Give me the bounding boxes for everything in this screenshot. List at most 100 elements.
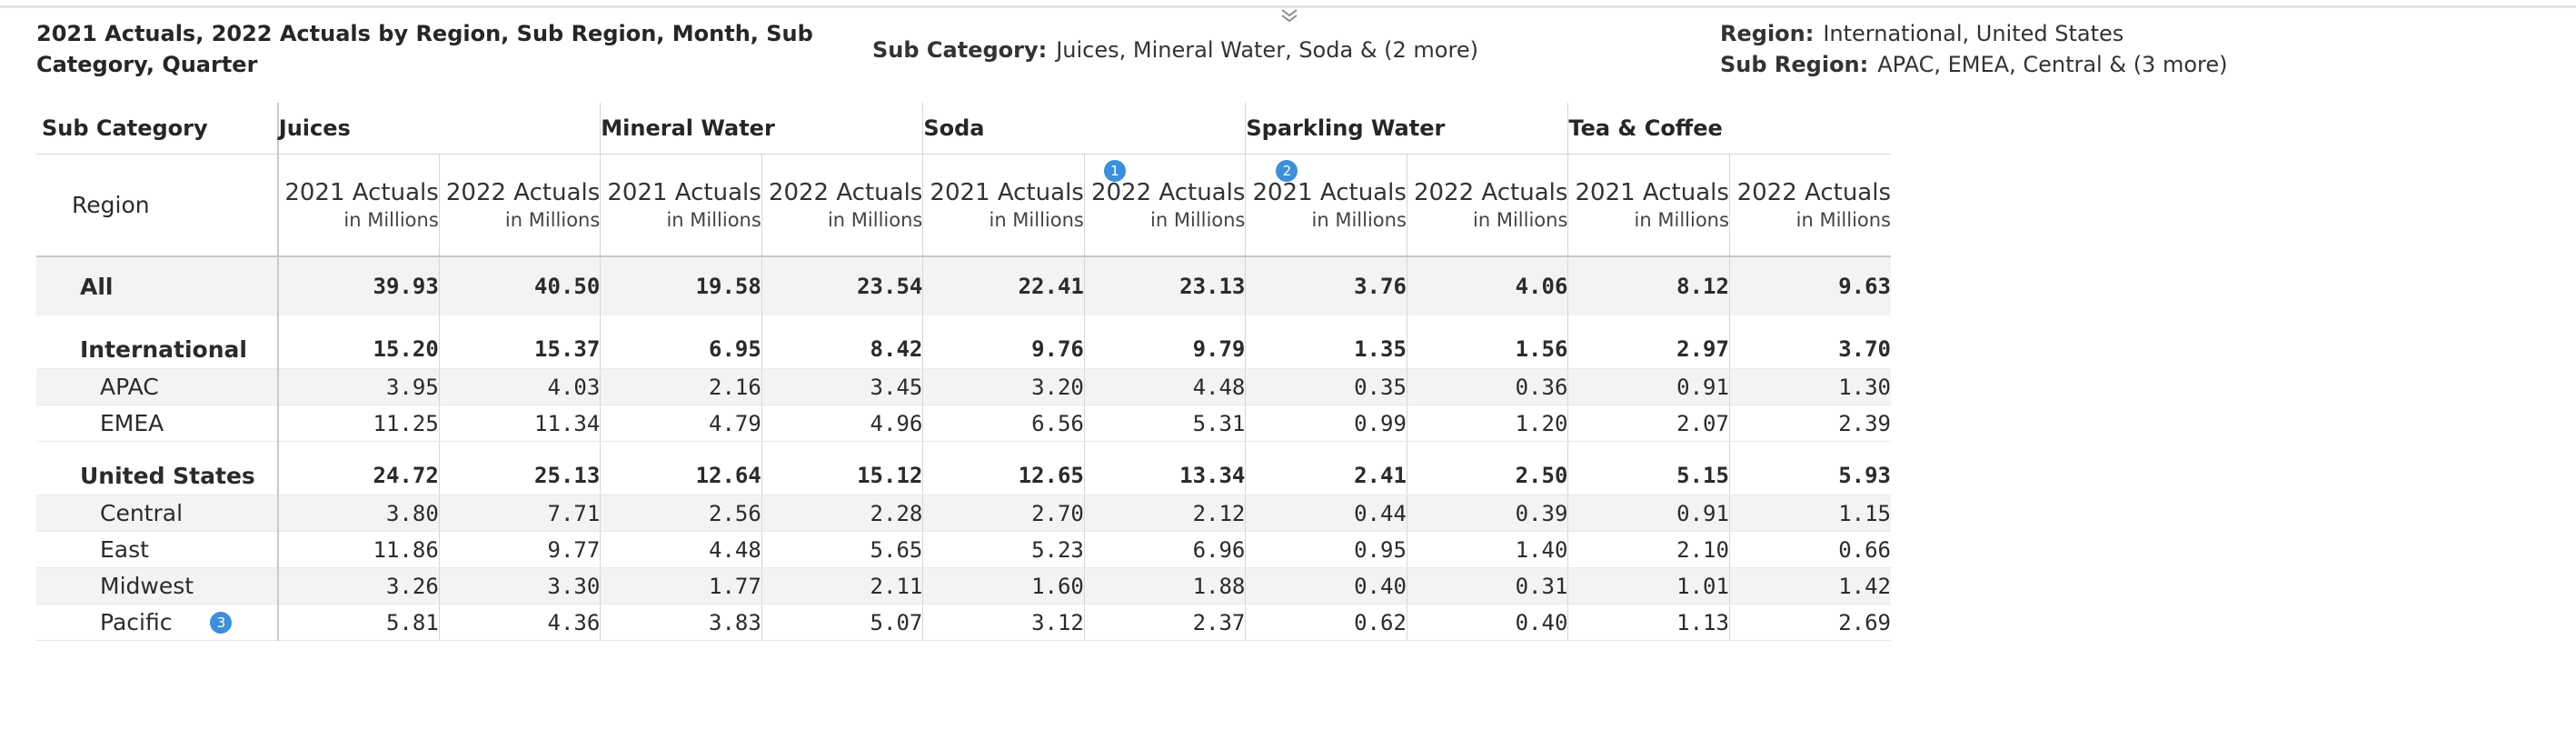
value-cell[interactable]: 9.63 — [1728, 256, 1891, 315]
value-cell[interactable]: 2.16 — [600, 368, 762, 405]
value-cell[interactable]: 3.20 — [922, 368, 1085, 405]
row-label-cell[interactable]: Central — [36, 495, 279, 532]
value-cell[interactable]: 1.20 — [1406, 405, 1568, 442]
value-cell[interactable]: 4.48 — [1083, 368, 1246, 405]
value-cell[interactable]: 3.30 — [438, 567, 601, 605]
value-cell[interactable]: 0.40 — [1245, 567, 1407, 605]
value-cell[interactable]: 2.37 — [1083, 604, 1246, 641]
value-cell[interactable]: 11.34 — [438, 405, 601, 442]
group-row[interactable]: United States 24.72 25.13 12.64 15.12 12.65 13… — [36, 456, 1891, 495]
value-cell[interactable]: 3.45 — [761, 368, 923, 405]
value-cell[interactable]: 1.15 — [1728, 495, 1891, 532]
value-cell[interactable]: 2.50 — [1406, 456, 1568, 495]
corner-header-sub-category[interactable]: Sub Category — [36, 103, 279, 155]
value-cell[interactable]: 0.62 — [1245, 604, 1407, 641]
sub-region-filter[interactable]: Sub Region: APAC, EMEA, Central & (3 more… — [1720, 49, 2227, 80]
value-cell[interactable]: 1.42 — [1728, 567, 1891, 605]
row-label-cell[interactable]: United States — [36, 456, 279, 495]
value-cell[interactable]: 9.77 — [438, 531, 601, 568]
value-cell[interactable]: 2.39 — [1728, 405, 1891, 442]
value-cell[interactable]: 13.34 — [1083, 456, 1246, 495]
measure-header-mineral-water-2021[interactable]: 2021 Actuals in Millions — [600, 154, 762, 257]
table-row[interactable]: EMEA 11.25 11.34 4.79 4.96 6.56 5.31 0.99 1.20 2.… — [36, 405, 1891, 442]
column-header-juices[interactable]: Juices — [277, 103, 601, 155]
value-cell[interactable]: 5.23 — [922, 531, 1085, 568]
total-row[interactable]: All 39.93 40.50 19.58 23.54 22.41 23.13 3.76 4.0… — [36, 256, 1891, 315]
value-cell[interactable]: 3.83 — [600, 604, 762, 641]
value-cell[interactable]: 12.65 — [922, 456, 1085, 495]
value-cell[interactable]: 23.13 — [1083, 256, 1246, 315]
value-cell[interactable]: 1.88 — [1083, 567, 1246, 605]
value-cell[interactable]: 8.12 — [1567, 256, 1730, 315]
value-cell[interactable]: 1.56 — [1406, 330, 1568, 369]
value-cell[interactable]: 11.25 — [277, 405, 440, 442]
value-cell[interactable]: 2.69 — [1728, 604, 1891, 641]
value-cell[interactable]: 1.60 — [922, 567, 1085, 605]
value-cell[interactable]: 0.36 — [1406, 368, 1568, 405]
value-cell[interactable]: 2.97 — [1567, 330, 1730, 369]
value-cell[interactable]: 5.15 — [1567, 456, 1730, 495]
row-label-cell[interactable]: Midwest — [36, 567, 279, 605]
value-cell[interactable]: 5.81 — [277, 604, 440, 641]
table-row[interactable]: Pacific 3 5.81 4.36 3.83 5.07 3.12 2.37 0.62 0.40… — [36, 604, 1891, 641]
value-cell[interactable]: 0.44 — [1245, 495, 1407, 532]
annotation-badge-2[interactable]: 2 — [1276, 160, 1298, 182]
row-label-cell[interactable]: APAC — [36, 368, 279, 405]
value-cell[interactable]: 12.64 — [600, 456, 762, 495]
value-cell[interactable]: 3.70 — [1728, 330, 1891, 369]
value-cell[interactable]: 2.12 — [1083, 495, 1246, 532]
value-cell[interactable]: 2.70 — [922, 495, 1085, 532]
row-label-cell[interactable]: All — [36, 256, 279, 315]
value-cell[interactable]: 22.41 — [922, 256, 1085, 315]
value-cell[interactable]: 4.03 — [438, 368, 601, 405]
region-filter[interactable]: Region: International, United States — [1720, 18, 2123, 49]
value-cell[interactable]: 9.76 — [922, 330, 1085, 369]
measure-header-juices-2021[interactable]: 2021 Actuals in Millions — [277, 154, 440, 257]
value-cell[interactable]: 0.39 — [1406, 495, 1568, 532]
value-cell[interactable]: 2.07 — [1567, 405, 1730, 442]
value-cell[interactable]: 5.07 — [761, 604, 923, 641]
value-cell[interactable]: 11.86 — [277, 531, 440, 568]
value-cell[interactable]: 5.65 — [761, 531, 923, 568]
value-cell[interactable]: 3.95 — [277, 368, 440, 405]
row-header-region[interactable]: Region — [36, 154, 279, 257]
value-cell[interactable]: 24.72 — [277, 456, 440, 495]
value-cell[interactable]: 6.95 — [600, 330, 762, 369]
value-cell[interactable]: 0.95 — [1245, 531, 1407, 568]
measure-header-tea-coffee-2022[interactable]: 2022 Actuals in Millions — [1728, 154, 1891, 257]
value-cell[interactable]: 19.58 — [600, 256, 762, 315]
measure-header-soda-2021[interactable]: 2021 Actuals in Millions — [922, 154, 1085, 257]
value-cell[interactable]: 4.06 — [1406, 256, 1568, 315]
value-cell[interactable]: 15.37 — [438, 330, 601, 369]
value-cell[interactable]: 8.42 — [761, 330, 923, 369]
value-cell[interactable]: 1.35 — [1245, 330, 1407, 369]
column-header-mineral-water[interactable]: Mineral Water — [600, 103, 923, 155]
value-cell[interactable]: 1.77 — [600, 567, 762, 605]
value-cell[interactable]: 2.11 — [761, 567, 923, 605]
column-header-tea-coffee[interactable]: Tea & Coffee — [1567, 103, 1891, 155]
value-cell[interactable]: 2.28 — [761, 495, 923, 532]
value-cell[interactable]: 40.50 — [438, 256, 601, 315]
value-cell[interactable]: 0.99 — [1245, 405, 1407, 442]
value-cell[interactable]: 3.26 — [277, 567, 440, 605]
value-cell[interactable]: 1.01 — [1567, 567, 1730, 605]
row-label-cell[interactable]: International — [36, 330, 279, 369]
value-cell[interactable]: 6.56 — [922, 405, 1085, 442]
value-cell[interactable]: 3.12 — [922, 604, 1085, 641]
row-label-cell[interactable]: East — [36, 531, 279, 568]
row-label-cell[interactable]: Pacific 3 — [36, 604, 279, 641]
chevron-down-icon[interactable] — [1276, 7, 1303, 27]
value-cell[interactable]: 6.96 — [1083, 531, 1246, 568]
value-cell[interactable]: 15.20 — [277, 330, 440, 369]
value-cell[interactable]: 0.35 — [1245, 368, 1407, 405]
value-cell[interactable]: 7.71 — [438, 495, 601, 532]
value-cell[interactable]: 23.54 — [761, 256, 923, 315]
measure-header-mineral-water-2022[interactable]: 2022 Actuals in Millions — [761, 154, 923, 257]
measure-header-soda-2022[interactable]: 2022 Actuals in Millions 1 — [1083, 154, 1246, 257]
table-row[interactable]: Midwest 3.26 3.30 1.77 2.11 1.60 1.88 0.40 0.31 1… — [36, 567, 1891, 605]
value-cell[interactable]: 4.48 — [600, 531, 762, 568]
value-cell[interactable]: 0.40 — [1406, 604, 1568, 641]
value-cell[interactable]: 1.40 — [1406, 531, 1568, 568]
value-cell[interactable]: 0.31 — [1406, 567, 1568, 605]
group-row[interactable]: International 15.20 15.37 6.95 8.42 9.76 9.79 1… — [36, 330, 1891, 369]
